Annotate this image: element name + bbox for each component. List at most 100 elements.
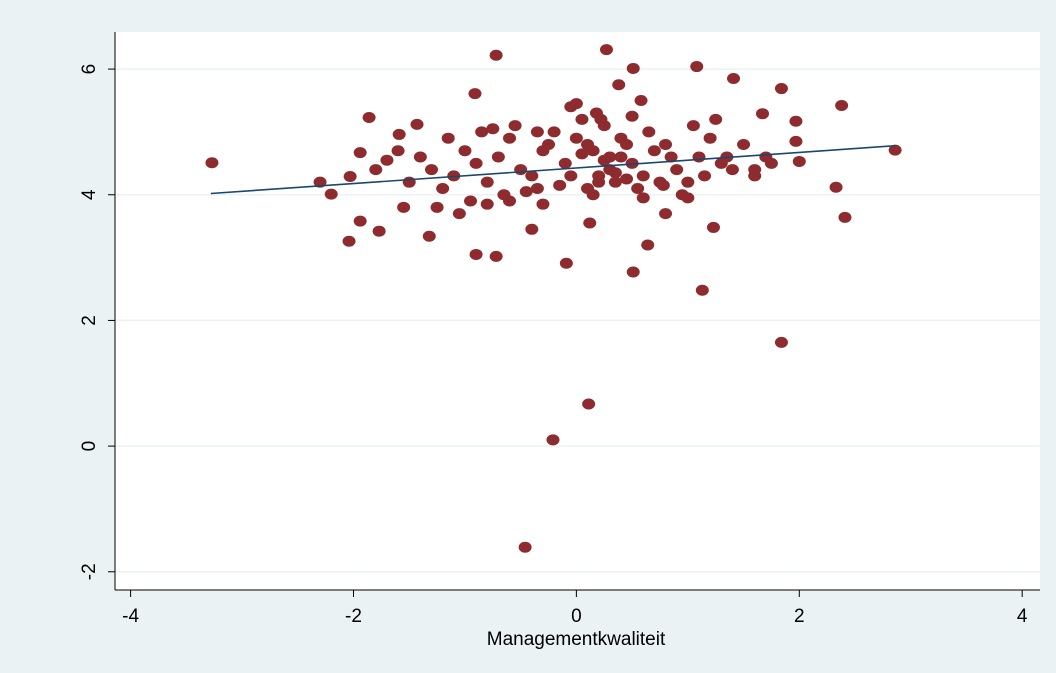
point xyxy=(835,100,849,112)
point xyxy=(530,182,544,194)
point xyxy=(343,171,357,183)
point xyxy=(369,164,383,176)
point xyxy=(546,434,560,446)
point xyxy=(608,176,622,188)
point xyxy=(636,170,650,182)
point xyxy=(547,126,561,138)
point xyxy=(410,118,424,130)
point xyxy=(681,176,695,188)
point xyxy=(774,83,788,95)
y-tick-label: 0 xyxy=(79,441,100,452)
point xyxy=(508,120,522,132)
x-tick-label: 4 xyxy=(1017,606,1028,627)
point xyxy=(514,164,528,176)
point xyxy=(706,221,720,233)
point xyxy=(391,145,405,157)
point xyxy=(452,208,466,220)
point xyxy=(686,120,700,132)
point xyxy=(422,230,436,242)
point xyxy=(372,225,386,237)
point xyxy=(614,151,628,163)
point xyxy=(748,170,762,182)
point xyxy=(792,155,806,167)
point xyxy=(888,144,902,156)
point xyxy=(586,145,600,157)
point xyxy=(525,170,539,182)
point xyxy=(594,113,608,125)
point xyxy=(362,111,376,123)
point xyxy=(659,208,673,220)
x-tick-label: 0 xyxy=(571,606,582,627)
point xyxy=(486,123,500,135)
point xyxy=(353,215,367,227)
point xyxy=(519,186,533,198)
point xyxy=(690,61,704,73)
point xyxy=(413,151,427,163)
point xyxy=(518,541,532,553)
point xyxy=(599,44,613,56)
point xyxy=(608,167,622,179)
point xyxy=(642,126,656,138)
point xyxy=(774,336,788,348)
point xyxy=(647,145,661,157)
point xyxy=(582,398,596,410)
point xyxy=(553,179,567,191)
point xyxy=(789,135,803,147)
point xyxy=(475,126,489,138)
point xyxy=(491,151,505,163)
point xyxy=(592,170,606,182)
point xyxy=(656,179,670,191)
point xyxy=(205,157,219,169)
point xyxy=(625,110,639,122)
point xyxy=(659,138,673,150)
point xyxy=(664,151,678,163)
point xyxy=(558,157,572,169)
point xyxy=(764,157,778,169)
plot-area xyxy=(115,32,1040,590)
point xyxy=(575,148,589,160)
point xyxy=(631,182,645,194)
x-tick-label: -4 xyxy=(122,606,139,627)
point xyxy=(564,170,578,182)
point xyxy=(612,79,626,91)
point xyxy=(703,132,717,144)
point xyxy=(425,164,439,176)
point xyxy=(626,266,640,278)
point xyxy=(324,188,338,200)
point xyxy=(380,154,394,166)
point xyxy=(695,284,709,296)
y-tick-label: 6 xyxy=(79,64,100,75)
y-tick-label: 4 xyxy=(79,189,100,200)
point xyxy=(698,170,712,182)
point xyxy=(559,257,573,269)
point xyxy=(709,113,723,125)
x-tick-label: -2 xyxy=(345,606,362,627)
x-tick-label: 2 xyxy=(794,606,805,627)
point xyxy=(480,198,494,210)
point xyxy=(469,157,483,169)
point xyxy=(756,108,769,120)
point xyxy=(441,132,455,144)
point xyxy=(583,217,597,229)
point xyxy=(634,94,648,106)
point xyxy=(469,248,483,260)
point xyxy=(620,173,634,185)
point xyxy=(681,192,695,204)
point xyxy=(626,62,640,74)
point xyxy=(468,88,482,100)
x-axis-label: Managementkwaliteit xyxy=(487,629,666,650)
point xyxy=(542,138,556,150)
point xyxy=(402,176,416,188)
point xyxy=(503,195,517,207)
y-tick-label: -2 xyxy=(79,563,100,580)
point xyxy=(464,195,478,207)
point xyxy=(597,154,611,166)
point xyxy=(789,115,803,127)
point xyxy=(692,151,706,163)
point xyxy=(737,138,751,150)
point xyxy=(530,126,544,138)
point xyxy=(436,182,450,194)
point xyxy=(489,49,503,61)
point xyxy=(489,250,503,262)
